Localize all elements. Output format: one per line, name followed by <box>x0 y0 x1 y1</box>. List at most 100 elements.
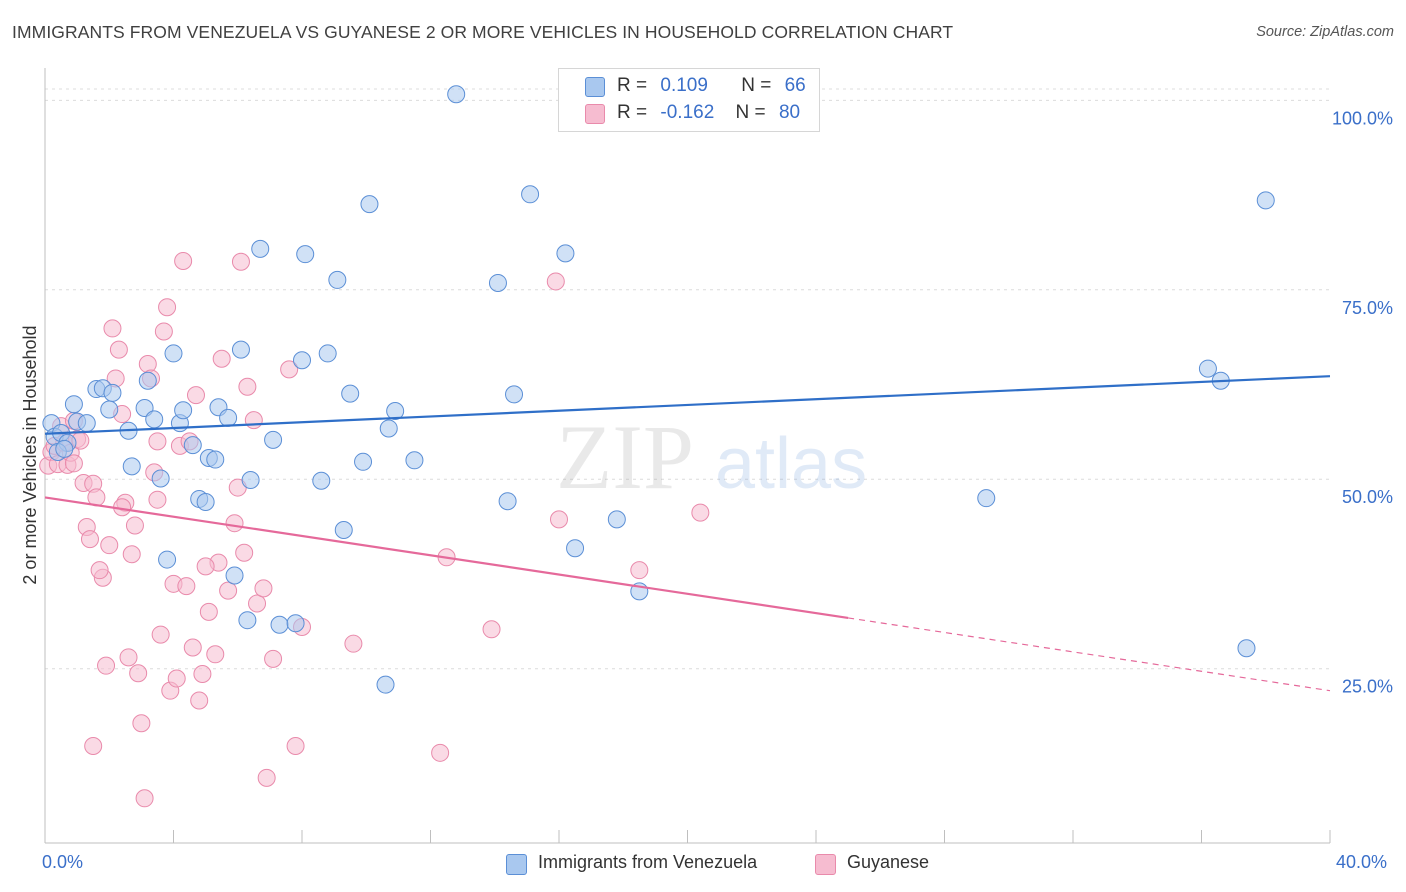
series-legend: Immigrants from Venezuela Guyanese <box>0 852 1406 878</box>
n-label: N = <box>741 75 772 96</box>
legend-label: Immigrants from Venezuela <box>538 852 758 872</box>
venezuela-point <box>296 245 315 264</box>
venezuela-points <box>42 85 1275 694</box>
y-tick-label: 50.0% <box>1342 487 1393 507</box>
venezuela-point <box>100 400 119 419</box>
y-tick-label: 25.0% <box>1342 677 1393 697</box>
guyanese-point <box>183 638 202 657</box>
venezuela-point <box>164 344 183 363</box>
venezuela-point <box>286 614 305 633</box>
venezuela-point <box>379 419 398 438</box>
venezuela-point <box>103 383 122 402</box>
guyanese-point <box>97 656 116 675</box>
venezuela-point <box>206 450 225 469</box>
venezuela-point <box>360 195 379 214</box>
x-min-label: 0.0% <box>42 852 84 872</box>
guyanese-point <box>64 454 83 473</box>
y-tick-label: 75.0% <box>1342 298 1393 318</box>
guyanese-point <box>225 514 244 533</box>
watermark-atlas: atlas <box>715 424 867 504</box>
watermark: ZIP atlas <box>556 406 867 508</box>
guyanese-point <box>219 581 238 600</box>
venezuela-point <box>270 615 289 634</box>
venezuela-point <box>1198 359 1217 378</box>
venezuela-point <box>334 521 353 540</box>
venezuela-point <box>341 384 360 403</box>
n-value: 66 <box>784 75 806 96</box>
guyanese-point <box>177 577 196 596</box>
y-tick-label: 100.0% <box>1332 108 1393 128</box>
venezuela-point <box>219 408 238 427</box>
venezuela-point <box>264 430 283 449</box>
guyanese-point <box>158 298 177 317</box>
venezuela-point <box>145 410 164 429</box>
venezuela-point <box>158 550 177 569</box>
venezuela-point <box>607 510 626 529</box>
guyanese-points <box>39 251 710 808</box>
n-label: N = <box>735 102 766 123</box>
guyanese-point <box>100 536 119 555</box>
guyanese-point <box>148 490 167 509</box>
venezuela-point <box>196 492 215 511</box>
guyanese-point <box>190 691 209 710</box>
venezuela-point <box>225 566 244 585</box>
venezuela-point <box>174 401 193 420</box>
venezuela-point <box>977 489 996 508</box>
venezuela-point <box>328 270 347 289</box>
guyanese-point <box>90 561 109 580</box>
venezuela-point <box>151 469 170 488</box>
venezuela-point <box>354 452 373 471</box>
venezuela-point <box>231 340 250 359</box>
guyanese-point <box>691 503 710 522</box>
guyanese-point <box>248 594 267 613</box>
guyanese-trendline <box>44 496 849 620</box>
y-axis-label: 2 or more Vehicles in Household <box>20 325 40 584</box>
venezuela-point <box>241 470 260 489</box>
guyanese-point <box>550 510 568 529</box>
guyanese-point <box>84 736 103 755</box>
watermark-zip: ZIP <box>556 406 694 508</box>
guyanese-point <box>264 649 283 668</box>
y-tick-labels: 25.0% 50.0% 75.0% 100.0% <box>1332 108 1393 696</box>
guyanese-point <box>154 322 173 341</box>
guyanese-point <box>196 557 215 576</box>
chart-title: IMMIGRANTS FROM VENEZUELA VS GUYANESE 2 … <box>12 22 954 42</box>
guyanese-point <box>212 349 231 368</box>
guyanese-point <box>546 272 565 291</box>
venezuela-point <box>498 492 517 511</box>
guyanese-point <box>254 579 273 598</box>
guyanese-point <box>167 669 186 688</box>
legend-swatch-pink <box>815 854 836 875</box>
trendlines <box>44 375 1331 692</box>
venezuela-point <box>505 385 524 404</box>
guyanese-point <box>286 736 305 755</box>
guyanese-point <box>103 319 122 338</box>
guyanese-point <box>135 789 154 808</box>
guyanese-point <box>132 714 151 733</box>
venezuela-point <box>488 273 507 292</box>
guyanese-point <box>231 252 250 271</box>
r-label: R = <box>617 75 648 96</box>
r-label: R = <box>617 102 648 123</box>
venezuela-point <box>55 439 74 458</box>
guyanese-point <box>109 340 128 359</box>
guyanese-point <box>235 543 254 562</box>
guyanese-point <box>199 602 218 621</box>
guyanese-trendline <box>848 617 1331 692</box>
r-value: -0.162 <box>660 102 715 123</box>
guyanese-point <box>174 251 193 270</box>
venezuela-point <box>122 457 141 476</box>
guyanese-point <box>630 561 649 580</box>
venezuela-point <box>1237 639 1256 658</box>
venezuela-trendline <box>44 375 1331 435</box>
guyanese-point <box>244 411 263 430</box>
venezuela-point <box>566 539 585 558</box>
guyanese-point <box>119 648 138 667</box>
legend-label: Guyanese <box>847 852 930 872</box>
venezuela-point <box>1256 191 1275 210</box>
venezuela-point <box>376 675 395 694</box>
venezuela-point <box>293 351 311 370</box>
guyanese-point <box>193 665 212 684</box>
r-value: 0.109 <box>660 75 708 96</box>
guyanese-point <box>80 530 99 549</box>
